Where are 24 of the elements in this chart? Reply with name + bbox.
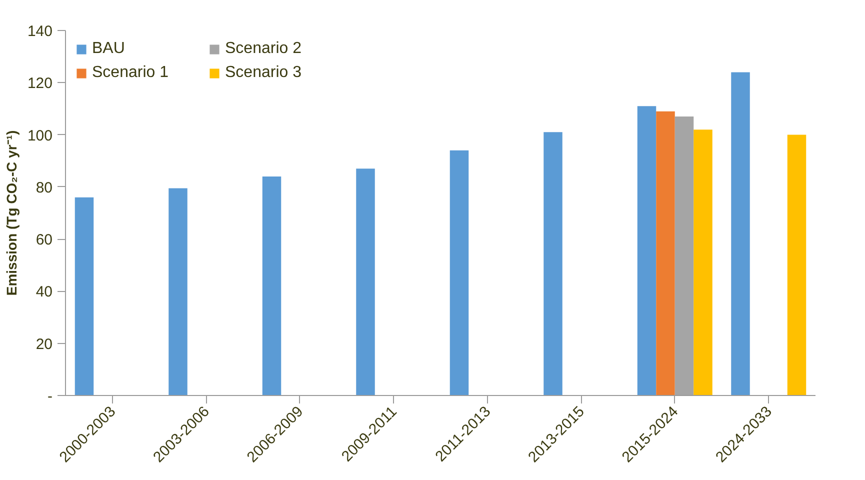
y-tick-label: 120: [27, 75, 53, 92]
y-tick-label: 40: [36, 284, 53, 301]
y-tick-label: 80: [36, 179, 53, 196]
bar: [637, 106, 656, 396]
bar: [168, 188, 188, 396]
bar: [731, 72, 750, 396]
legend-label: Scenario 3: [225, 64, 302, 82]
legend-label: Scenario 1: [92, 64, 170, 82]
y-tick-label: 60: [36, 232, 53, 249]
bar: [544, 132, 562, 396]
bar: [450, 150, 469, 396]
bar: [74, 197, 94, 396]
y-tick-label: -: [48, 388, 53, 405]
bar: [262, 176, 282, 396]
bar: [356, 168, 375, 396]
y-axis-title: Emission (Tg CO₂-C yr⁻¹): [3, 130, 20, 296]
y-tick-label: 20: [36, 336, 53, 353]
bar: [656, 111, 675, 396]
bar: [694, 130, 712, 396]
y-tick-label: 140: [27, 23, 53, 40]
legend-label: BAU: [92, 40, 126, 58]
bar: [787, 134, 806, 396]
y-tick-label: 100: [27, 127, 53, 144]
legend-label: Scenario 2: [225, 40, 302, 58]
